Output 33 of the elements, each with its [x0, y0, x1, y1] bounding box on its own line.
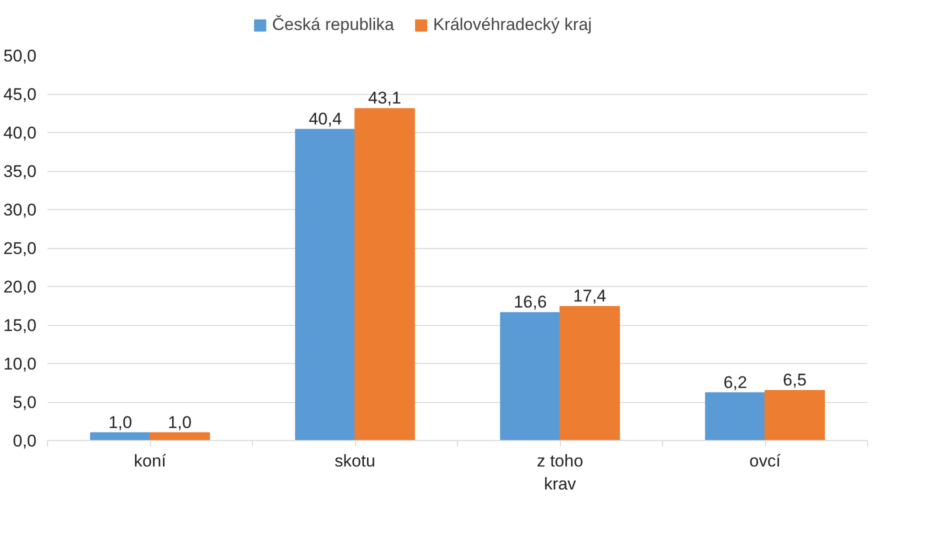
bar: [295, 128, 356, 440]
data-label: 17,4: [573, 286, 606, 306]
data-label: 43,1: [368, 88, 402, 108]
x-tick-label: koní: [134, 452, 166, 470]
bar: [705, 392, 766, 440]
bar: [354, 108, 415, 440]
data-label: 6,5: [782, 370, 807, 390]
y-tick-label: 25,0: [3, 239, 37, 258]
y-tick-label: 50,0: [3, 46, 37, 66]
y-tick-label: 5,0: [12, 393, 37, 412]
y-tick-label: 35,0: [3, 162, 37, 181]
bar: [90, 432, 150, 440]
y-tick-label: 0,0: [12, 432, 37, 450]
x-tick-label: ovcí: [749, 452, 781, 470]
bar: [150, 432, 210, 440]
bar: [500, 312, 560, 440]
x-tick-label: skotu: [334, 452, 376, 470]
bar: [764, 390, 825, 440]
data-label: 6,2: [723, 372, 748, 392]
y-tick-label: 40,0: [3, 124, 37, 142]
y-tick-label: 45,0: [3, 85, 37, 104]
data-label: 40,4: [308, 109, 342, 128]
x-tick-label: z toho krav: [536, 452, 584, 494]
legend-label: Královéhradecký kraj: [433, 15, 592, 35]
data-label: 1,0: [168, 412, 192, 432]
y-tick-label: 15,0: [3, 316, 37, 335]
y-tick-label: 20,0: [3, 278, 37, 296]
data-label: 1,0: [108, 412, 132, 432]
data-label: 16,6: [514, 292, 547, 312]
legend-label: Česká republika: [272, 15, 394, 35]
y-tick-label: 10,0: [3, 354, 37, 374]
y-tick-label: 30,0: [3, 200, 37, 220]
bar: [560, 306, 620, 440]
